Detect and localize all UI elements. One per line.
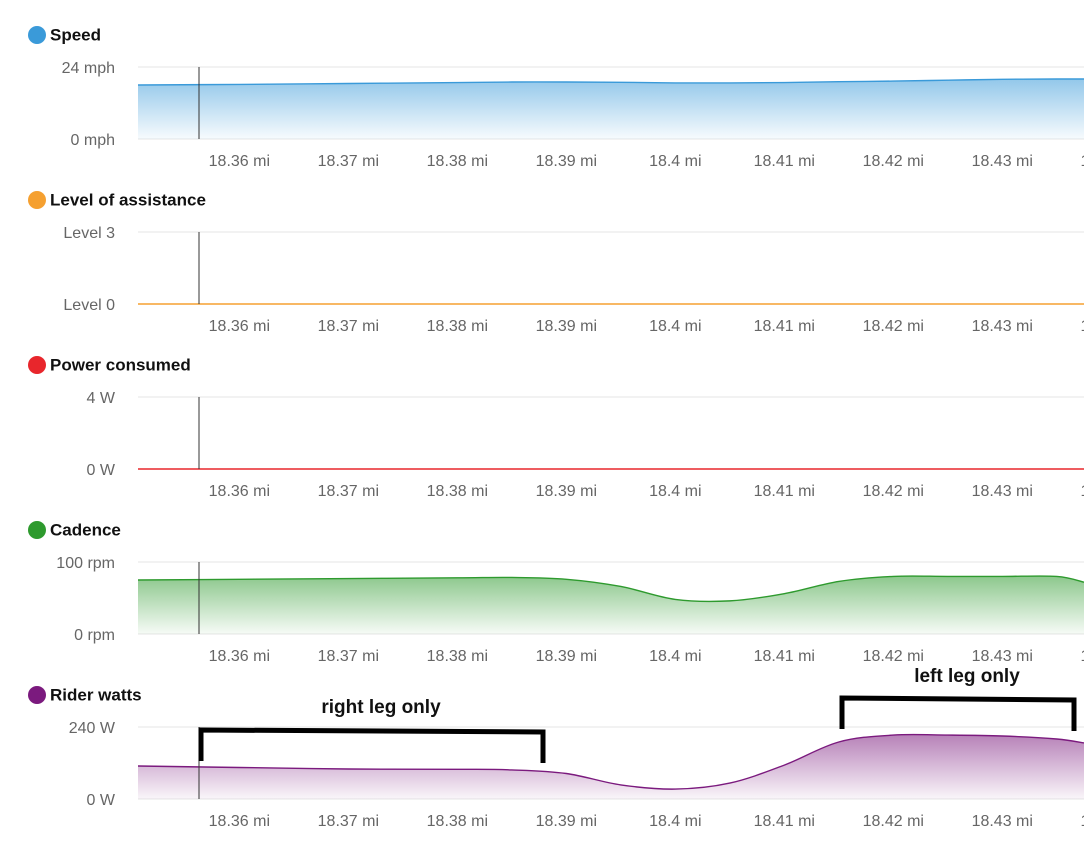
- legend-dot: [28, 191, 46, 209]
- x-tick-label: 18.4 mi: [649, 318, 701, 335]
- x-tick-label: 18.41 mi: [754, 648, 815, 665]
- x-tick-label: 18.44 mi: [1081, 318, 1084, 335]
- y-tick-label: 0 W: [87, 792, 116, 809]
- y-tick-label: 24 mph: [62, 60, 115, 77]
- legend-dot: [28, 356, 46, 374]
- x-tick-label: 18.44 mi: [1081, 813, 1084, 830]
- x-tick-label: 18.44 mi: [1081, 483, 1084, 500]
- x-tick-label: 18.38 mi: [427, 813, 488, 830]
- x-tick-label: 18.43 mi: [972, 813, 1033, 830]
- chart-title: Power consumed: [50, 355, 191, 374]
- x-tick-label: 18.36 mi: [209, 318, 270, 335]
- x-tick-label: 18.42 mi: [863, 153, 924, 170]
- chart-title: Level of assistance: [50, 190, 206, 209]
- x-tick-label: 18.37 mi: [318, 813, 379, 830]
- x-tick-label: 18.41 mi: [754, 483, 815, 500]
- x-tick-label: 18.37 mi: [318, 483, 379, 500]
- x-tick-label: 18.38 mi: [427, 318, 488, 335]
- x-tick-label: 18.42 mi: [863, 648, 924, 665]
- x-tick-label: 18.37 mi: [318, 153, 379, 170]
- chart-title: Speed: [50, 25, 101, 44]
- x-tick-label: 18.43 mi: [972, 483, 1033, 500]
- chart-title: Rider watts: [50, 685, 142, 704]
- x-tick-label: 18.37 mi: [318, 648, 379, 665]
- y-tick-label: 0 mph: [71, 132, 115, 149]
- x-tick-label: 18.43 mi: [972, 153, 1033, 170]
- x-tick-label: 18.4 mi: [649, 153, 701, 170]
- y-tick-label: 0 W: [87, 462, 116, 479]
- data-line: [137, 733, 1084, 790]
- y-tick-label: Level 3: [63, 225, 115, 242]
- x-tick-label: 18.38 mi: [427, 648, 488, 665]
- x-tick-label: 18.44 mi: [1081, 648, 1084, 665]
- x-tick-label: 18.39 mi: [536, 813, 597, 830]
- x-tick-label: 18.39 mi: [536, 648, 597, 665]
- chart-title: Cadence: [50, 520, 121, 539]
- legend-dot: [28, 26, 46, 44]
- x-tick-label: 18.4 mi: [649, 813, 701, 830]
- x-tick-label: 18.44 mi: [1081, 153, 1084, 170]
- y-tick-label: 100 rpm: [56, 555, 115, 572]
- annotation: left leg only: [914, 666, 1020, 687]
- x-tick-label: 18.41 mi: [754, 153, 815, 170]
- x-tick-label: 18.38 mi: [427, 153, 488, 170]
- x-tick-label: 18.41 mi: [754, 813, 815, 830]
- legend-dot: [28, 521, 46, 539]
- x-tick-label: 18.36 mi: [209, 483, 270, 500]
- x-tick-label: 18.42 mi: [863, 483, 924, 500]
- x-tick-label: 18.39 mi: [536, 318, 597, 335]
- x-tick-label: 18.36 mi: [209, 648, 270, 665]
- x-tick-label: 18.38 mi: [427, 483, 488, 500]
- x-tick-label: 18.4 mi: [649, 648, 701, 665]
- x-tick-label: 18.42 mi: [863, 813, 924, 830]
- annotation-bracket: [198, 727, 546, 763]
- area-fill: [138, 575, 1084, 634]
- y-tick-label: 4 W: [87, 390, 116, 407]
- x-tick-label: 18.43 mi: [972, 648, 1033, 665]
- area-fill: [138, 734, 1084, 799]
- y-tick-label: 0 rpm: [74, 627, 115, 644]
- x-tick-label: 18.36 mi: [209, 813, 270, 830]
- x-tick-label: 18.36 mi: [209, 153, 270, 170]
- x-tick-label: 18.4 mi: [649, 483, 701, 500]
- x-tick-label: 18.37 mi: [318, 318, 379, 335]
- y-tick-label: Level 0: [63, 297, 115, 314]
- x-tick-label: 18.41 mi: [754, 318, 815, 335]
- x-tick-label: 18.42 mi: [863, 318, 924, 335]
- x-tick-label: 18.39 mi: [536, 483, 597, 500]
- data-line: [137, 575, 1084, 603]
- x-tick-label: 18.39 mi: [536, 153, 597, 170]
- legend-dot: [28, 686, 46, 704]
- area-fill: [138, 78, 1084, 139]
- y-tick-label: 240 W: [69, 720, 116, 737]
- annotation-bracket: [839, 695, 1077, 731]
- x-tick-label: 18.43 mi: [972, 318, 1033, 335]
- data-line: [137, 78, 1084, 86]
- annotation: right leg only: [321, 697, 441, 718]
